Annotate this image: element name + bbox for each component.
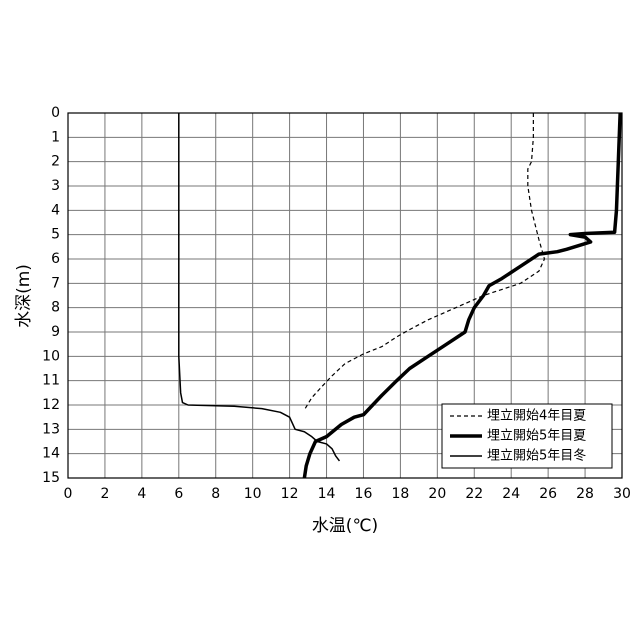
y-tick-label: 4 (51, 202, 60, 218)
x-tick-label: 14 (318, 486, 336, 502)
x-tick-label: 10 (244, 486, 262, 502)
legend-label: 埋立開始5年目夏 (487, 429, 586, 444)
x-tick-label: 6 (174, 486, 183, 502)
y-tick-label: 10 (42, 348, 60, 364)
y-tick-label: 14 (42, 446, 60, 462)
x-tick-label: 0 (64, 486, 73, 502)
series-line (179, 113, 340, 461)
y-tick-label: 1 (51, 129, 60, 145)
y-tick-label: 6 (51, 251, 60, 267)
x-tick-label: 28 (576, 486, 594, 502)
y-tick-label: 7 (51, 275, 60, 291)
x-tick-label: 12 (281, 486, 299, 502)
y-tick-label: 8 (51, 300, 60, 316)
legend-label: 埋立開始4年目夏 (487, 409, 586, 424)
x-tick-label: 8 (211, 486, 220, 502)
x-tick-label: 24 (502, 486, 520, 502)
y-tick-label: 9 (51, 324, 60, 340)
y-tick-label: 2 (51, 154, 60, 170)
series-line (304, 113, 544, 410)
x-tick-label: 2 (100, 486, 109, 502)
legend-label: 埋立開始5年目冬 (487, 448, 586, 464)
y-tick-label: 15 (42, 470, 60, 486)
x-tick-label: 4 (137, 486, 146, 502)
chart: 水温(℃) 水深(m) 0246810121416182022242628300… (0, 0, 640, 640)
y-tick-label: 0 (51, 105, 60, 121)
x-tick-label: 22 (465, 486, 483, 502)
y-tick-label: 11 (42, 373, 60, 389)
x-tick-label: 16 (355, 486, 373, 502)
y-tick-label: 3 (51, 178, 60, 194)
y-tick-label: 12 (42, 397, 60, 413)
x-tick-label: 20 (428, 486, 446, 502)
x-tick-label: 26 (539, 486, 557, 502)
y-tick-label: 5 (51, 227, 60, 243)
x-axis-label: 水温(℃) (312, 516, 378, 536)
y-tick-label: 13 (42, 421, 60, 437)
y-axis-label: 水深(m) (14, 264, 34, 328)
x-tick-label: 18 (391, 486, 409, 502)
x-tick-label: 30 (613, 486, 631, 502)
